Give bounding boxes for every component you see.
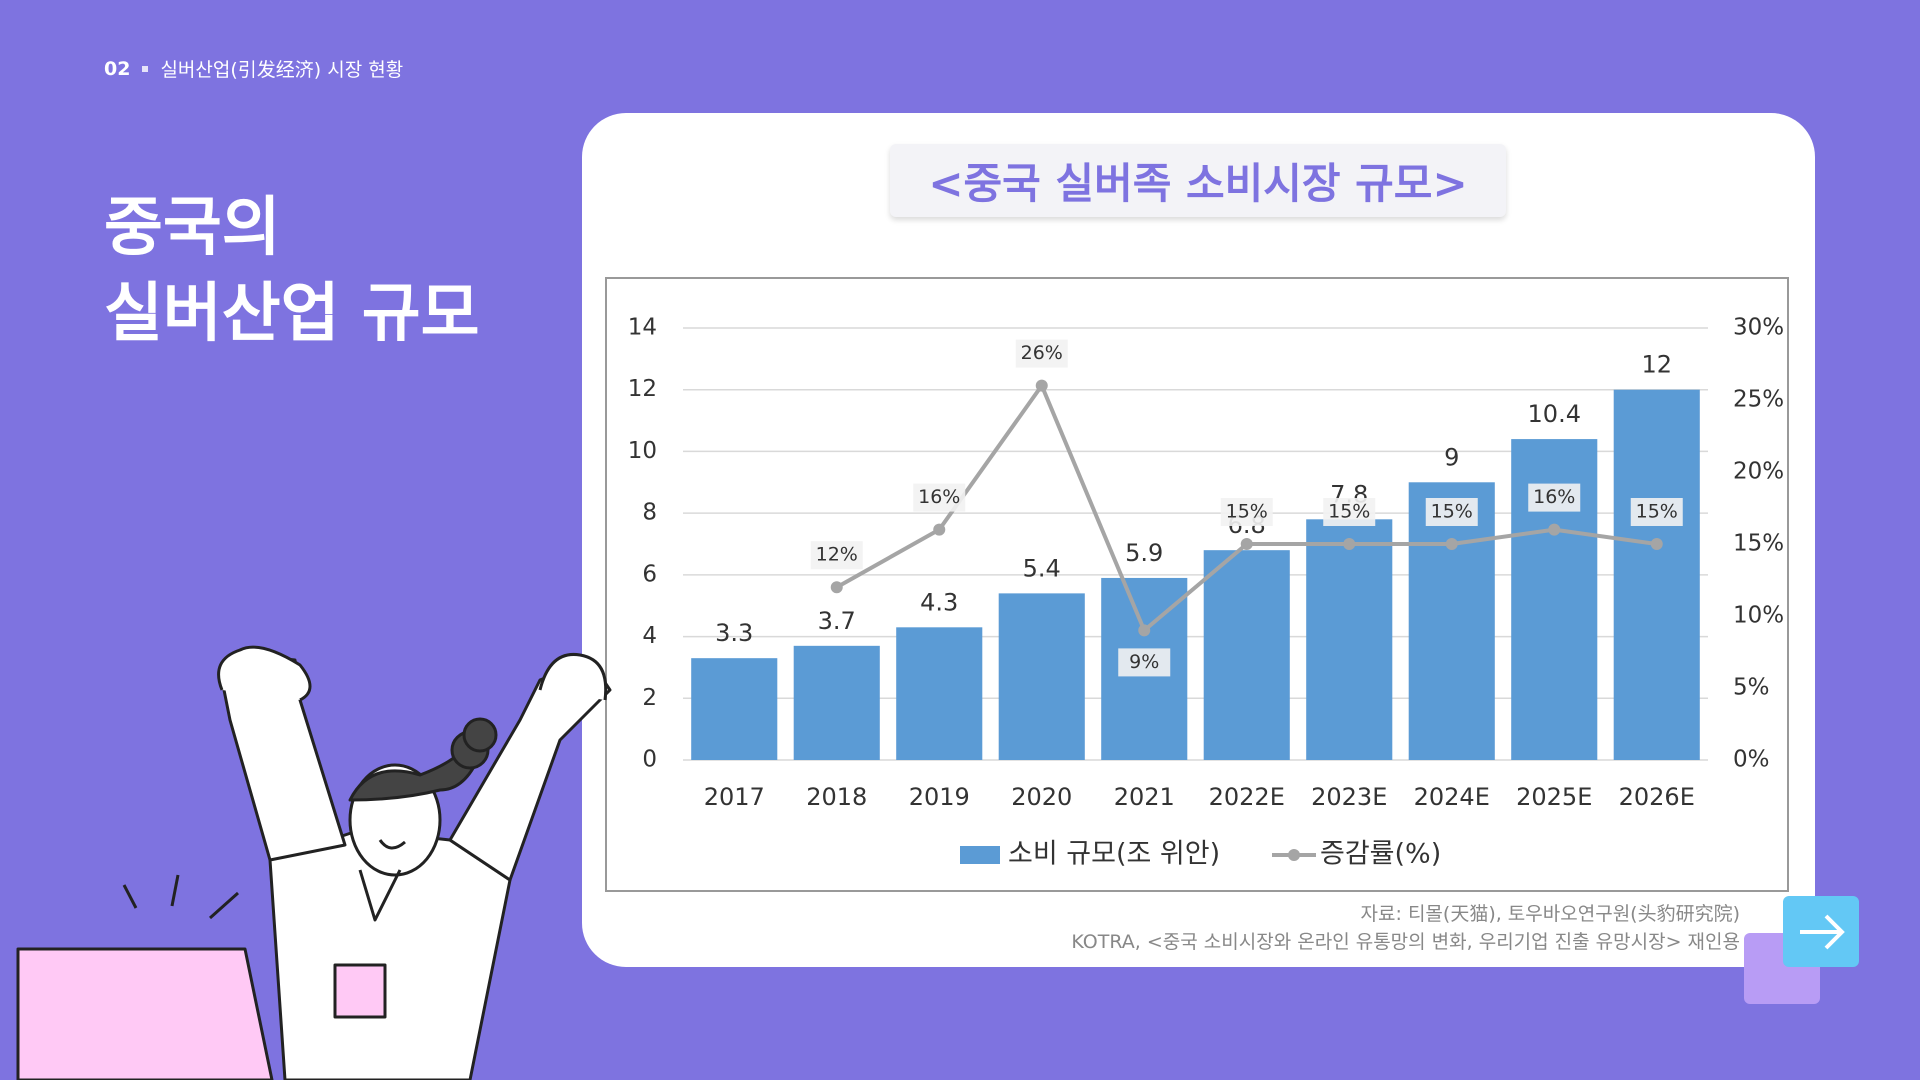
x-tick-label: 2020 xyxy=(1011,783,1072,811)
bar xyxy=(793,645,880,760)
heading: 중국의 실버산업 규모 xyxy=(104,185,480,357)
header: 02 실버산업(引发经济) 시장 현황 xyxy=(104,55,403,82)
bar xyxy=(896,627,983,760)
label-box xyxy=(913,483,966,512)
x-tick-label: 2026E xyxy=(1619,783,1695,811)
next-button[interactable] xyxy=(1744,896,1859,1004)
line-marker xyxy=(1650,538,1663,550)
label-box xyxy=(1015,339,1068,368)
label-box xyxy=(1425,498,1478,526)
line-value-label: 16% xyxy=(1533,486,1575,508)
label-box xyxy=(1220,498,1273,526)
illustration xyxy=(16,645,612,1080)
legend-swatch xyxy=(960,846,1000,864)
chart-title: <중국 실버족 소비시장 규모> xyxy=(890,144,1506,217)
bar-value-label: 9 xyxy=(1444,443,1459,471)
bar xyxy=(1203,550,1290,760)
bar-value-label: 10.4 xyxy=(1528,400,1581,428)
line-value-label: 15% xyxy=(1636,501,1678,523)
y-tick-label: 0 xyxy=(642,747,657,773)
label-box xyxy=(1630,498,1683,526)
line-marker xyxy=(1548,523,1561,536)
heading-line: 실버산업 규모 xyxy=(104,277,480,351)
x-tick-label: 2017 xyxy=(704,783,765,811)
line-marker xyxy=(1138,624,1151,637)
y2-tick-label: 10% xyxy=(1733,603,1784,629)
line-value-label: 15% xyxy=(1226,501,1268,523)
bar xyxy=(1306,519,1393,760)
y-tick-label: 14 xyxy=(628,315,657,341)
x-tick-label: 2018 xyxy=(806,783,867,811)
bar-value-label: 12 xyxy=(1641,351,1672,379)
line-value-label: 26% xyxy=(1021,342,1063,364)
line-value-label: 16% xyxy=(918,486,960,508)
bar-value-label: 5.9 xyxy=(1125,539,1163,567)
source-line: KOTRA, <중국 소비시장와 온라인 유통망의 변화, 우리기업 진출 유망… xyxy=(1071,931,1740,953)
line-marker xyxy=(1445,538,1458,550)
y-tick-label: 12 xyxy=(628,376,657,402)
bullet xyxy=(142,65,149,72)
line-value-label: 15% xyxy=(1431,501,1473,523)
y-tick-label: 4 xyxy=(642,623,657,649)
bar-value-label: 4.3 xyxy=(920,588,958,616)
y2-tick-label: 15% xyxy=(1733,531,1784,557)
y2-tick-label: 25% xyxy=(1733,387,1784,413)
y2-tick-label: 5% xyxy=(1733,675,1770,701)
bar-value-label: 3.3 xyxy=(715,619,753,647)
bar xyxy=(691,658,778,760)
section-title: 실버산업(引发经济) 시장 현황 xyxy=(160,59,404,81)
x-tick-label: 2022E xyxy=(1209,783,1285,811)
line-marker xyxy=(1035,379,1048,392)
y2-tick-label: 30% xyxy=(1733,315,1784,341)
line-value-label: 9% xyxy=(1129,651,1159,673)
y-tick-label: 10 xyxy=(628,438,657,464)
line-marker xyxy=(830,581,843,594)
source: 자료: 티몰(天猫), 토우바오연구원(头豹研究院) KOTRA, <중국 소비… xyxy=(1071,900,1740,956)
y2-tick-label: 0% xyxy=(1733,747,1770,773)
legend-marker xyxy=(1288,849,1300,861)
source-line: 자료: 티몰(天猫), 토우바오연구원(头豹研究院) xyxy=(1360,903,1740,925)
line-marker xyxy=(1343,538,1356,550)
legend-label: 증감률(%) xyxy=(1320,839,1441,870)
x-tick-label: 2025E xyxy=(1516,783,1592,811)
label-box xyxy=(1118,648,1171,677)
bar-value-label: 3.7 xyxy=(818,607,856,635)
y2-tick-label: 20% xyxy=(1733,459,1784,485)
label-box xyxy=(1528,483,1581,512)
x-tick-label: 2019 xyxy=(909,783,970,811)
label-box xyxy=(1323,498,1376,526)
label-box xyxy=(810,541,863,570)
bar xyxy=(1408,482,1495,760)
bar xyxy=(998,593,1085,760)
y-tick-label: 8 xyxy=(642,500,657,526)
section-number: 02 xyxy=(104,57,131,80)
x-tick-label: 2021 xyxy=(1114,783,1175,811)
bar-value-label: 5.4 xyxy=(1023,554,1061,582)
bar xyxy=(1613,389,1700,760)
legend-label: 소비 규모(조 위안) xyxy=(1008,839,1220,870)
y-tick-label: 6 xyxy=(642,561,657,587)
line-marker xyxy=(1240,538,1253,550)
line-value-label: 15% xyxy=(1328,501,1370,523)
line-value-label: 12% xyxy=(816,544,858,566)
y-tick-label: 2 xyxy=(642,685,657,711)
heading-line: 중국의 xyxy=(104,191,281,265)
x-tick-label: 2023E xyxy=(1311,783,1387,811)
arrow-icon xyxy=(1800,914,1845,950)
line-marker xyxy=(933,523,946,536)
x-tick-label: 2024E xyxy=(1414,783,1490,811)
